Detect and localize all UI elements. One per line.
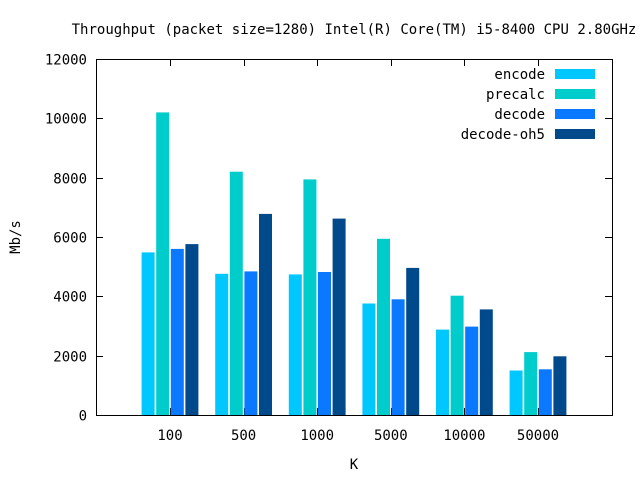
bar-precalc-500 bbox=[229, 171, 243, 415]
legend-label-decode-oh5: decode-oh5 bbox=[461, 127, 545, 143]
bar-precalc-50000 bbox=[524, 352, 538, 415]
bar-decode-5000 bbox=[391, 299, 405, 415]
bar-decode-10000 bbox=[465, 326, 479, 415]
legend-swatch-decode bbox=[555, 109, 595, 119]
x-tick-label: 50000 bbox=[517, 428, 559, 444]
y-tick-label: 12000 bbox=[45, 53, 87, 69]
legend-swatch-encode bbox=[555, 69, 595, 79]
x-tick-label: 1000 bbox=[300, 428, 334, 444]
legend-swatch-decode-oh5 bbox=[555, 129, 595, 139]
bar-decode-oh5-10000 bbox=[479, 309, 493, 415]
bar-encode-10000 bbox=[436, 329, 449, 415]
bar-decode-oh5-1000 bbox=[332, 218, 346, 415]
bar-decode-oh5-100 bbox=[185, 244, 199, 415]
y-tick-label: 6000 bbox=[53, 231, 87, 247]
bar-precalc-100 bbox=[156, 112, 170, 416]
x-tick-label: 100 bbox=[157, 428, 182, 444]
legend-label-precalc: precalc bbox=[486, 87, 545, 103]
bar-precalc-1000 bbox=[303, 179, 317, 415]
bars bbox=[141, 112, 567, 416]
bar-encode-100 bbox=[141, 252, 155, 415]
legend-label-encode: encode bbox=[494, 67, 545, 83]
bar-encode-1000 bbox=[288, 274, 302, 415]
y-axis-label: Mb/s bbox=[8, 220, 24, 254]
bar-decode-oh5-50000 bbox=[553, 356, 567, 415]
y-tick-label: 8000 bbox=[53, 172, 87, 188]
bar-decode-50000 bbox=[538, 369, 552, 415]
y-tick-label: 10000 bbox=[45, 112, 87, 128]
x-tick-label: 500 bbox=[231, 428, 256, 444]
x-axis: 100 500 1000 5000 10000 50000 bbox=[157, 59, 559, 444]
bar-decode-500 bbox=[244, 271, 258, 415]
y-axis: 0 2000 4000 6000 8000 10000 12000 bbox=[45, 53, 612, 425]
x-tick-label: 10000 bbox=[443, 428, 485, 444]
bar-decode-100 bbox=[170, 248, 184, 415]
legend-swatch-precalc bbox=[555, 89, 595, 99]
bar-encode-500 bbox=[215, 273, 229, 415]
y-tick-label: 2000 bbox=[53, 350, 87, 366]
y-tick-label: 4000 bbox=[53, 290, 87, 306]
bar-decode-oh5-500 bbox=[259, 213, 272, 415]
bar-encode-5000 bbox=[362, 303, 376, 415]
bar-precalc-5000 bbox=[377, 238, 390, 415]
bar-decode-oh5-5000 bbox=[406, 267, 420, 415]
x-tick-label: 5000 bbox=[374, 428, 408, 444]
legend-label-decode: decode bbox=[494, 107, 545, 123]
bar-encode-50000 bbox=[509, 370, 523, 415]
bar-decode-1000 bbox=[318, 272, 331, 415]
x-axis-label: K bbox=[350, 457, 359, 473]
y-tick-label: 0 bbox=[79, 409, 87, 425]
legend: encode precalc decode decode-oh5 bbox=[461, 67, 595, 143]
chart-title: Throughput (packet size=1280) Intel(R) C… bbox=[72, 22, 637, 38]
bar-precalc-10000 bbox=[450, 295, 464, 415]
